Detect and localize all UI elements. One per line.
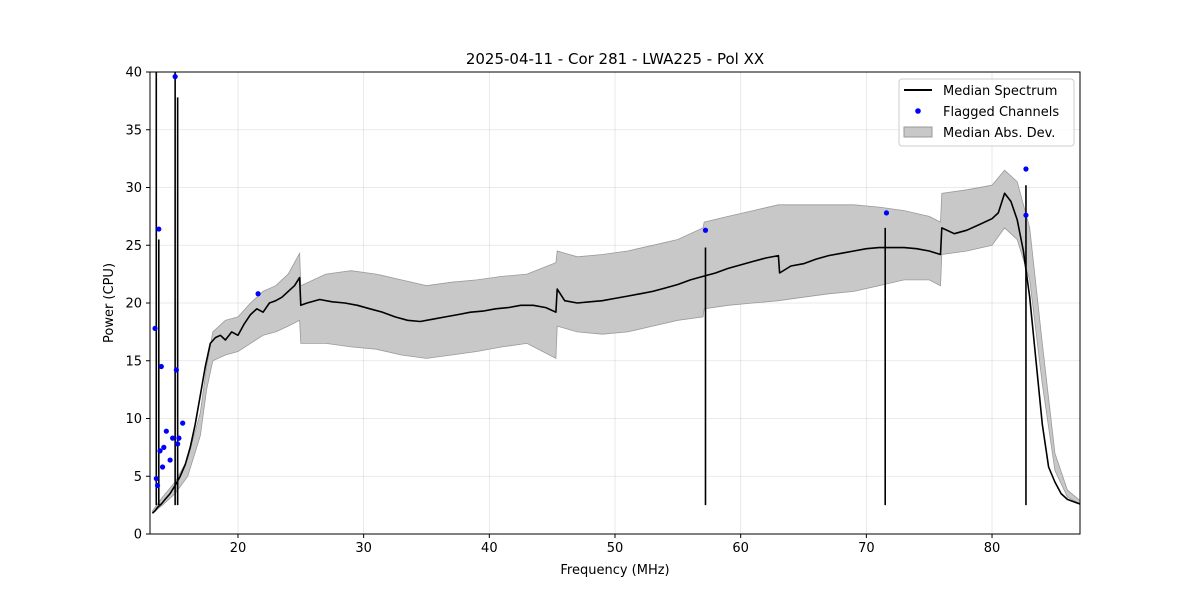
x-tick-label: 60: [732, 541, 749, 556]
x-tick-label: 70: [858, 541, 875, 556]
legend-box: [898, 78, 1075, 147]
y-tick-label: 40: [125, 66, 142, 81]
legend-label-median-abs-dev: Median Abs. Dev.: [943, 126, 1055, 141]
flagged-channel-point: [883, 210, 890, 216]
flagged-channel-point: [156, 226, 162, 232]
x-tick-label: 20: [230, 541, 247, 556]
y-tick-label: 5: [134, 470, 142, 485]
flagged-channel-point: [255, 291, 261, 297]
flagged-channel-point: [158, 363, 164, 370]
median-spectrum-line: [151, 192, 1080, 514]
legend-band-swatch: [903, 126, 933, 138]
y-tick-label: 30: [125, 181, 142, 196]
x-tick-label: 80: [984, 541, 1001, 556]
flagged-channel-point: [702, 227, 709, 233]
x-axis-label: Frequency (MHz): [560, 563, 669, 578]
flagged-channel-point: [157, 448, 163, 454]
flagged-channel-point: [1023, 212, 1029, 218]
x-tick-label: 40: [481, 541, 498, 556]
flagged-channel-point: [153, 475, 159, 482]
plot-data: [151, 72, 1080, 515]
flagged-channel-point: [152, 325, 158, 332]
mad-band: [152, 169, 1080, 515]
flagged-channel-point: [180, 420, 186, 426]
y-tick-label: 20: [125, 297, 142, 312]
flagged-channel-point: [161, 444, 167, 450]
flagged-channel-point: [170, 435, 176, 441]
flagged-channel-point: [154, 482, 161, 489]
flagged-channel-point: [176, 435, 182, 441]
flagged-channel-point: [173, 367, 179, 373]
flagged-channel-point: [159, 464, 166, 470]
flagged-channel-point: [1023, 166, 1029, 172]
legend-label-flagged-channels: Flagged Channels: [943, 105, 1059, 120]
legend-label-median-spectrum: Median Spectrum: [943, 84, 1057, 99]
x-tick-label: 30: [355, 541, 372, 556]
axis-ticks: 20 30 40 50 60 70 80 0 5 10 15 20 25 30 35 40: [125, 66, 1000, 557]
y-tick-label: 0: [134, 528, 142, 543]
y-tick-label: 15: [125, 354, 142, 369]
flagged-channel-point: [163, 428, 169, 434]
legend-marker-swatch: [915, 108, 921, 114]
y-axis-label: Power (CPU): [102, 263, 117, 343]
x-tick-label: 50: [607, 541, 624, 556]
y-tick-label: 25: [125, 239, 142, 254]
chart-title: 2025-04-11 - Cor 281 - LWA225 - Pol XX: [466, 50, 764, 68]
flagged-channel-point: [167, 457, 173, 463]
y-tick-label: 35: [125, 123, 142, 138]
y-tick-label: 10: [125, 412, 142, 427]
flagged-channel-point: [172, 74, 178, 80]
legend: Median Spectrum Flagged Channels Median …: [898, 78, 1075, 147]
flagged-channel-point: [175, 441, 181, 447]
